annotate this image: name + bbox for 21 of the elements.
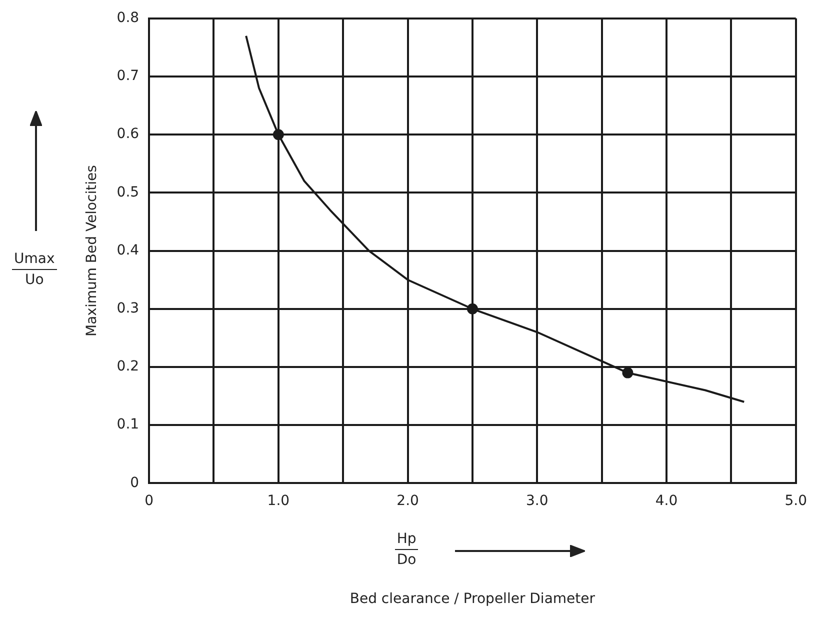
x-tick-label: 1.0 <box>267 493 290 510</box>
y-tick-label: 0.2 <box>116 358 140 375</box>
text: Do <box>396 551 418 568</box>
text: Bed clearance / Propeller Diameter <box>348 591 596 608</box>
y-tick-label: 0.1 <box>116 416 140 433</box>
x-tick-label: 3.0 <box>526 493 548 510</box>
y-axis-title: Maximum Bed Velocities <box>84 165 100 337</box>
x-tick-label: 0 <box>144 493 154 510</box>
y-tick-label: 0.7 <box>116 68 140 84</box>
text: Umax <box>12 250 57 270</box>
x-tick-label: 2.0 <box>396 493 419 510</box>
text: Uo <box>24 270 45 288</box>
y-tick-label: 0.5 <box>116 184 140 200</box>
y-tick-label: 0.3 <box>116 300 140 317</box>
text: Hp <box>394 531 418 550</box>
y-tick-label: 0.8 <box>116 10 140 26</box>
x-tick-label: 5.0 <box>784 493 807 510</box>
x-tick-label: 4.0 <box>655 493 678 510</box>
y-tick-label: 0.4 <box>116 242 140 258</box>
y-tick-label: 0 <box>130 474 140 491</box>
y-tick-label: 0.6 <box>116 126 140 142</box>
